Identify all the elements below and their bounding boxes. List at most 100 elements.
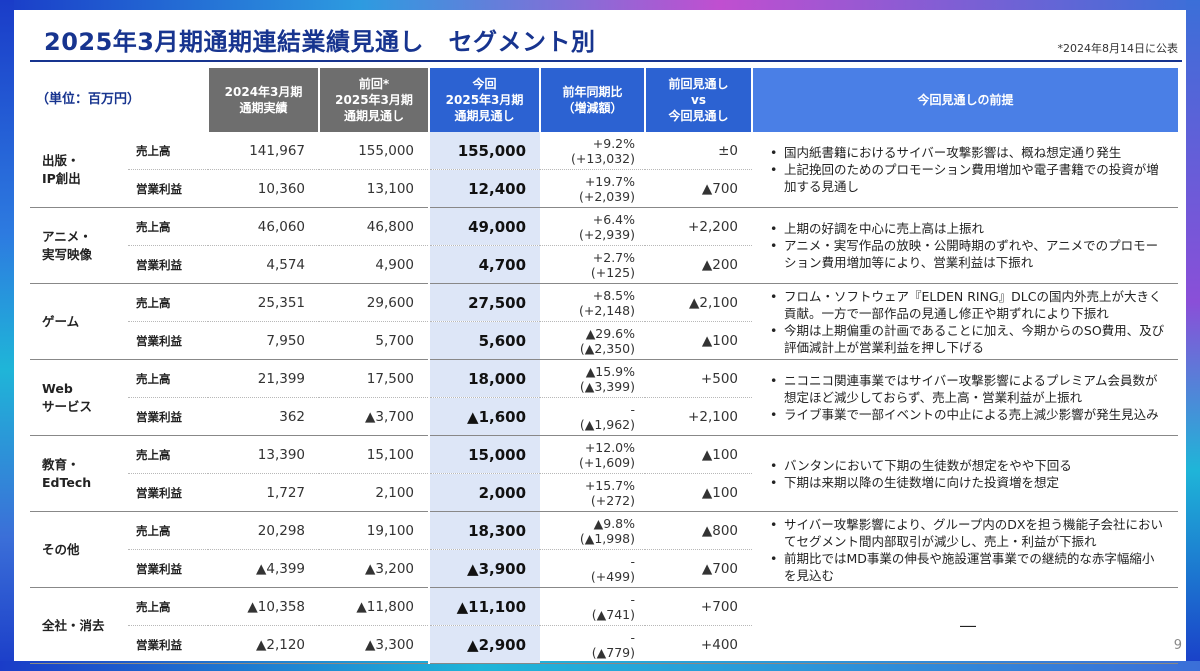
prev-vs-current-value: +2,200 — [645, 207, 753, 246]
prev-vs-current-value: +500 — [645, 359, 753, 398]
publish-date-note: *2024年8月14日に公表 — [1057, 42, 1179, 55]
yoy-change: +8.5% (+2,148) — [540, 283, 646, 322]
table-row: その他 売上高 20,298 19,100 18,300 ▲9.8% (▲1,998) ▲80… — [30, 511, 1179, 588]
yoy-percent: ▲9.8% — [593, 515, 636, 531]
segment-name: Web サービス — [30, 359, 128, 436]
actual-2024-value: 20,298 — [208, 511, 320, 550]
yoy-percent: +9.2% — [592, 135, 636, 151]
premise-cell: 国内紙書籍におけるサイバー攻撃影響は、概ね想定通り発生上記挽回のためのプロモーシ… — [752, 132, 1179, 208]
metric-label: 売上高 — [128, 132, 209, 170]
title-underline — [30, 60, 1182, 62]
prev-forecast-value: ▲3,700 — [319, 397, 430, 436]
yoy-amount: (+272) — [590, 492, 636, 508]
current-forecast-value: 155,000 — [428, 132, 541, 170]
yoy-percent: - — [630, 591, 636, 607]
premise-bullet: 下期は来期以降の生徒数増に向けた投資増を想定 — [770, 474, 1166, 491]
prev-vs-current-value: +400 — [645, 625, 753, 664]
actual-2024-value: 1,727 — [208, 473, 320, 512]
table-row: 営業利益 362 ▲3,700 ▲1,600- (▲1,962) +2,100 — [30, 397, 1178, 436]
prev-forecast-value: 19,100 — [319, 511, 430, 550]
yoy-amount: (▲741) — [591, 606, 636, 622]
page-title: 2025年3月期通期連結業績見通し セグメント別 — [44, 28, 596, 56]
metric-label: 売上高 — [128, 435, 209, 474]
yoy-change: - (▲741) — [540, 587, 646, 626]
current-forecast-value: 18,000 — [428, 359, 541, 398]
premise-cell: ― — [752, 587, 1179, 664]
yoy-amount: (+13,032) — [571, 150, 636, 166]
yoy-percent: - — [630, 629, 636, 645]
yoy-change: ▲29.6% (▲2,350) — [540, 321, 646, 360]
actual-2024-value: 362 — [208, 397, 320, 436]
right-edge-decoration — [1186, 0, 1200, 671]
prev-vs-current-value: +2,100 — [645, 397, 753, 436]
current-forecast-value: 49,000 — [428, 207, 541, 246]
header-current-forecast: 今回 2025年3月期 通期見通し — [428, 68, 541, 132]
prev-forecast-value: 2,100 — [319, 473, 430, 512]
premise-cell: フロム・ソフトウェア『ELDEN RING』DLCの国内外売上が大きく貢献。一方… — [752, 283, 1179, 360]
premise-bullet: 上期の好調を中心に売上高は上振れ — [770, 220, 1166, 237]
table-row: 営業利益 ▲4,399 ▲3,200 ▲3,900 - (+499) ▲700 — [30, 549, 1178, 588]
top-edge-decoration — [0, 0, 1200, 10]
yoy-amount: (▲779) — [591, 644, 636, 660]
actual-2024-value: 10,360 — [208, 169, 320, 208]
prev-forecast-value: 13,100 — [319, 169, 430, 208]
premise-cell: ニコニコ関連事業ではサイバー攻撃影響によるプレミアム会員数が想定ほど減少しておら… — [752, 359, 1179, 436]
yoy-change: +2.7% (+125) — [540, 245, 646, 284]
current-forecast-value: ▲3,900 — [428, 549, 541, 588]
metric-label: 営業利益 — [128, 169, 209, 208]
bottom-edge-decoration — [0, 661, 1200, 671]
current-forecast-value: ▲11,100 — [428, 587, 541, 626]
prev-forecast-value: ▲3,200 — [319, 549, 430, 588]
yoy-change: +19.7% (+2,039) — [540, 169, 646, 208]
metric-label: 営業利益 — [128, 625, 209, 664]
yoy-percent: +15.7% — [584, 477, 636, 493]
yoy-change: +6.4% (+2,939) — [540, 207, 646, 246]
prev-vs-current-value: ▲100 — [645, 435, 753, 474]
yoy-percent: +2.7% — [592, 249, 636, 265]
yoy-percent: - — [630, 553, 636, 569]
premise-bullet: 前期比ではMD事業の伸長や施設運営事業での継続的な赤字幅縮小を見込む — [770, 550, 1166, 584]
prev-forecast-value: 29,600 — [319, 283, 430, 322]
prev-vs-current-value: ▲700 — [645, 549, 753, 588]
yoy-percent: +12.0% — [584, 439, 636, 455]
yoy-amount: (+125) — [590, 264, 636, 280]
yoy-percent: ▲15.9% — [585, 363, 636, 379]
prev-forecast-value: 15,100 — [319, 435, 430, 474]
premise-bullet: サイバー攻撃影響により、グループ内のDXを担う機能子会社においてセグメント間内部… — [770, 516, 1166, 550]
prev-forecast-value: 17,500 — [319, 359, 430, 398]
left-edge-decoration — [0, 0, 14, 671]
table-row: アニメ・ 実写映像 売上高 46,060 46,800 49,000 +6.4% (+2,93… — [30, 207, 1179, 284]
current-forecast-value: 18,300 — [428, 511, 541, 550]
yoy-amount: (▲1,998) — [579, 530, 636, 546]
yoy-percent: +19.7% — [584, 173, 636, 189]
metric-label: 営業利益 — [128, 549, 209, 588]
yoy-percent: - — [630, 401, 636, 417]
current-forecast-value: ▲1,600 — [428, 397, 541, 436]
prev-forecast-value: ▲3,300 — [319, 625, 430, 664]
segment-name: 教育・ EdTech — [30, 435, 128, 512]
table-row: Web サービス 売上高 21,399 17,500 18,000 ▲15.9% (▲3,39… — [30, 359, 1179, 436]
actual-2024-value: 21,399 — [208, 359, 320, 398]
prev-forecast-value: ▲11,800 — [319, 587, 430, 626]
current-forecast-value: 2,000 — [428, 473, 541, 512]
premise-cell: バンタンにおいて下期の生徒数が想定をやや下回る下期は来期以降の生徒数増に向けた投… — [752, 435, 1179, 512]
segment-name: アニメ・ 実写映像 — [30, 207, 128, 284]
yoy-change: +12.0% (+1,609) — [540, 435, 646, 474]
prev-vs-current-value: ▲100 — [645, 473, 753, 512]
table-row: 営業利益 4,574 4,900 4,700 +2.7% (+125) ▲200 — [30, 245, 1178, 284]
prev-vs-current-value: ▲200 — [645, 245, 753, 284]
current-forecast-value: 5,600 — [428, 321, 541, 360]
yoy-percent: +6.4% — [592, 211, 636, 227]
premise-cell: 上期の好調を中心に売上高は上振れアニメ・実写作品の放映・公開時期のずれや、アニメ… — [752, 207, 1179, 284]
prev-vs-current-value: ▲2,100 — [645, 283, 753, 322]
yoy-amount: (+1,609) — [579, 454, 636, 470]
prev-vs-current-value: ▲100 — [645, 321, 753, 360]
yoy-amount: (+2,148) — [579, 302, 636, 318]
yoy-change: ▲9.8% (▲1,998) — [540, 511, 646, 550]
yoy-amount: (▲3,399) — [579, 378, 636, 394]
actual-2024-value: ▲4,399 — [208, 549, 320, 588]
header-premise: 今回見通しの前提 — [751, 68, 1179, 132]
yoy-amount: (+499) — [590, 568, 636, 584]
prev-vs-current-value: ▲700 — [645, 169, 753, 208]
segment-forecast-table: （単位：百万円） 2024年3月期 通期実績 前回* 2025年3月期 通期見通し 今… — [30, 68, 1179, 664]
